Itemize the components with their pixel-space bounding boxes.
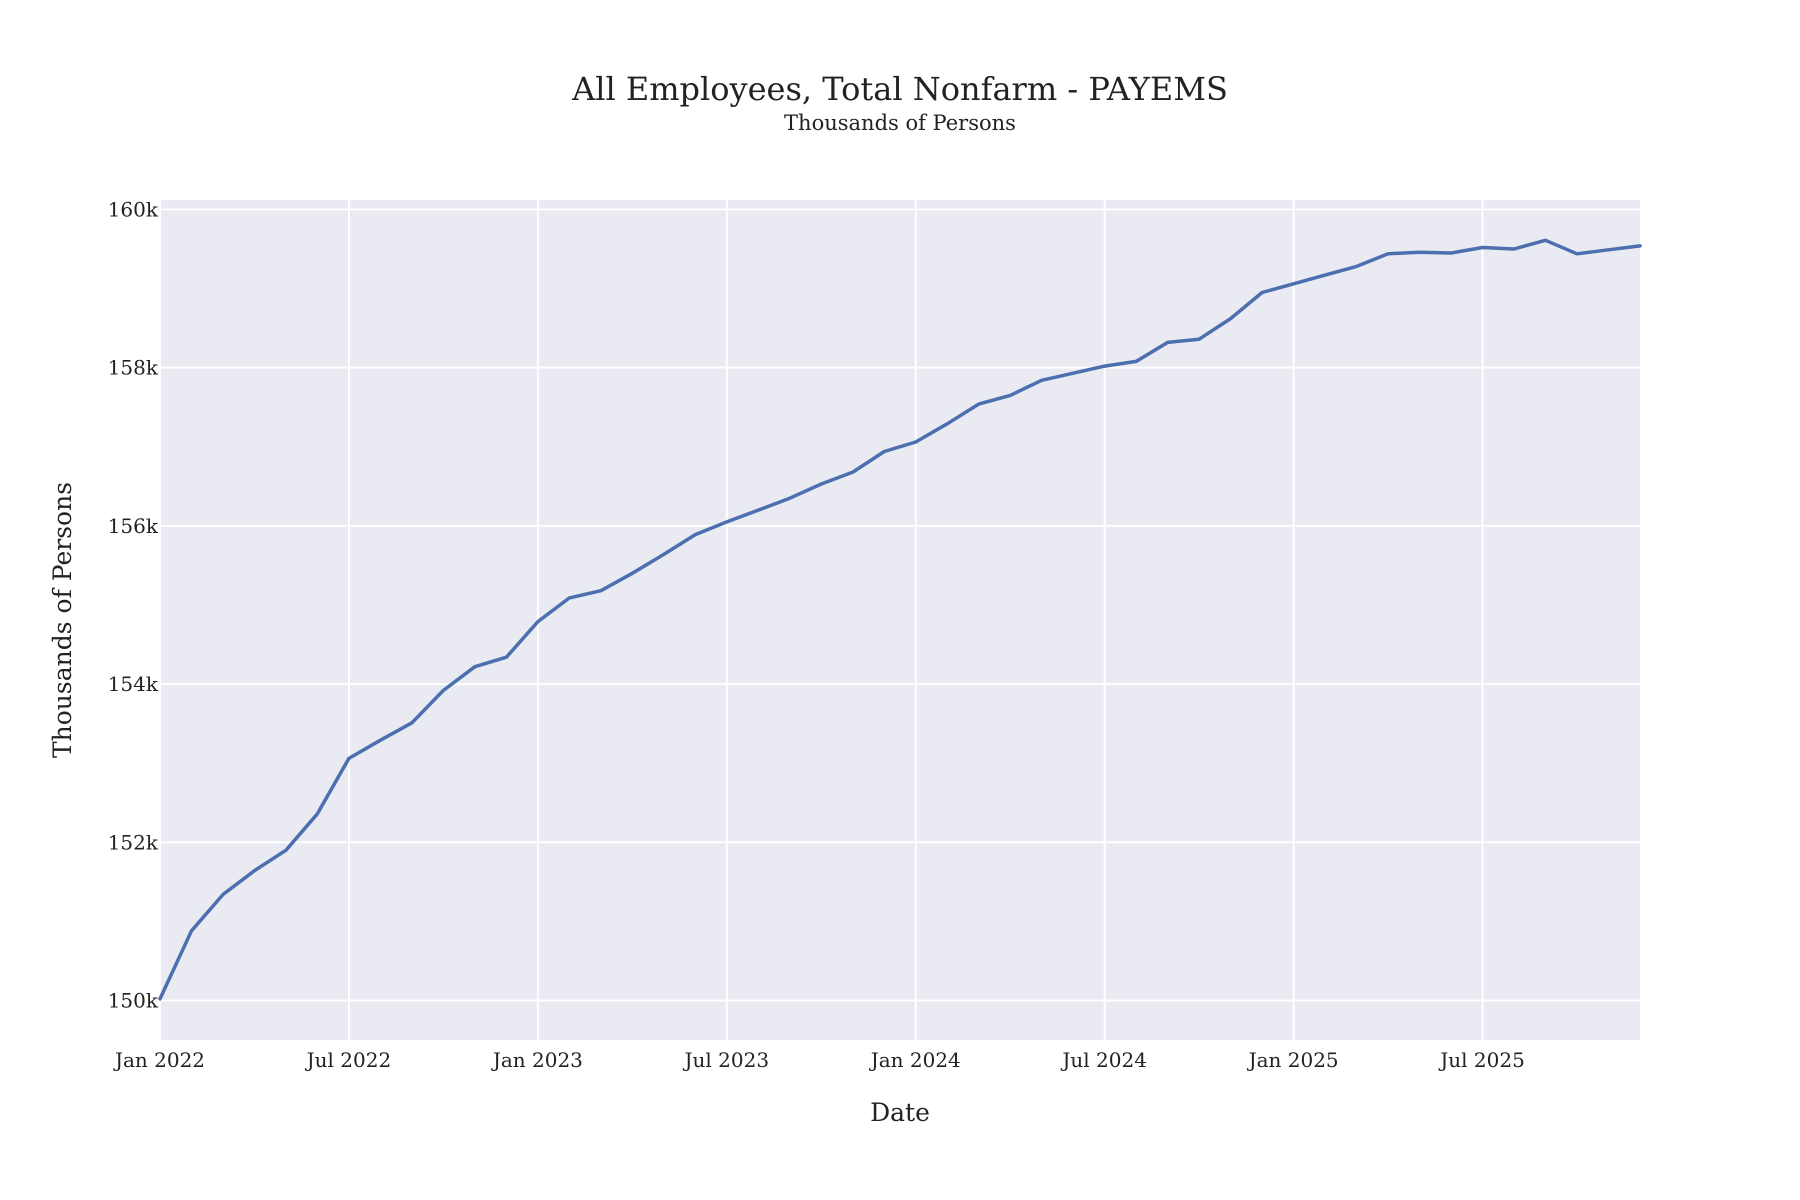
x-tick-label: Jan 2023: [491, 1048, 583, 1072]
y-tick-labels: 150k 152k 154k 156k 158k 160k: [108, 197, 159, 1012]
y-gridlines: [160, 208, 1640, 1002]
x-tick-label: Jan 2022: [113, 1048, 205, 1072]
x-tick-label: Jul 2024: [1060, 1048, 1147, 1072]
series-line-payems: [158, 238, 1642, 1001]
plot-area: [160, 200, 1640, 1040]
chart-subtitle: Thousands of Persons: [784, 111, 1016, 135]
x-tick-label: Jan 2024: [869, 1048, 961, 1072]
x-tick-label: Jul 2023: [683, 1048, 770, 1072]
y-tick-label: 150k: [108, 988, 159, 1012]
x-tick-label: Jul 2022: [305, 1048, 392, 1072]
y-tick-label: 154k: [108, 672, 159, 696]
y-axis-title: Thousands of Persons: [48, 482, 77, 758]
y-tick-label: 156k: [108, 514, 159, 538]
x-tick-label: Jul 2025: [1438, 1048, 1525, 1072]
x-tick-label: Jan 2025: [1247, 1048, 1339, 1072]
x-axis-title: Date: [870, 1098, 930, 1127]
x-tick-labels: Jan 2022 Jul 2022 Jan 2023 Jul 2023 Jan 2024…: [113, 1048, 1525, 1072]
y-tick-label: 158k: [108, 356, 159, 380]
chart-title: All Employees, Total Nonfarm - PAYEMS: [571, 70, 1228, 108]
y-tick-label: 160k: [108, 197, 159, 221]
y-tick-label: 152k: [108, 830, 159, 854]
